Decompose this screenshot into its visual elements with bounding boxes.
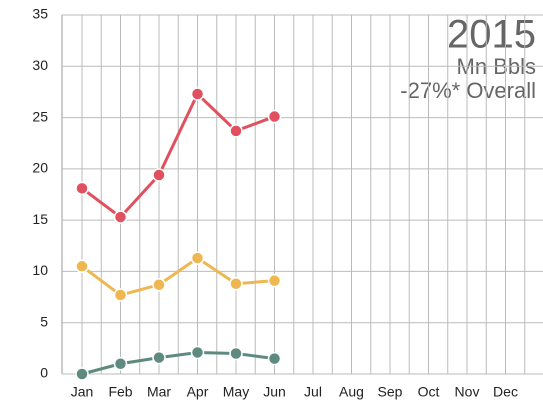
data-point xyxy=(267,351,282,366)
x-tick-label: Jul xyxy=(304,384,322,400)
data-point xyxy=(190,251,205,265)
data-point xyxy=(267,109,282,124)
x-tick-label: Oct xyxy=(418,384,440,400)
data-point xyxy=(190,345,205,360)
y-tick-label: 35 xyxy=(32,6,48,22)
annotation-change: -27%* Overall xyxy=(400,78,536,103)
y-tick-label: 25 xyxy=(32,108,48,124)
x-tick-label: Sep xyxy=(378,384,403,400)
series-line xyxy=(81,91,276,220)
data-point xyxy=(113,356,128,371)
data-point xyxy=(190,87,205,101)
x-tick-label: Jan xyxy=(71,384,94,400)
y-tick-label: 15 xyxy=(32,211,48,227)
y-tick-label: 10 xyxy=(32,262,48,278)
y-tick-label: 0 xyxy=(40,365,48,381)
data-point xyxy=(229,346,243,361)
x-tick-label: Mar xyxy=(147,384,171,400)
x-tick-label: Nov xyxy=(455,384,480,400)
x-tick-label: Dec xyxy=(493,384,518,400)
x-tick-label: Feb xyxy=(108,384,132,400)
data-point xyxy=(113,210,128,224)
annotation-year: 2015 xyxy=(447,13,536,57)
data-point xyxy=(229,276,243,291)
data-point xyxy=(75,259,89,274)
data-point xyxy=(152,168,166,182)
data-point xyxy=(152,278,166,292)
data-point xyxy=(75,181,89,196)
y-tick-label: 20 xyxy=(32,160,48,176)
data-point xyxy=(75,367,89,381)
x-tick-label: May xyxy=(223,384,249,400)
y-tick-label: 30 xyxy=(32,57,48,73)
x-tick-label: Jun xyxy=(263,384,286,400)
data-point xyxy=(267,273,282,288)
y-tick-label: 5 xyxy=(40,313,48,329)
x-tick-label: Apr xyxy=(187,384,209,400)
data-point xyxy=(113,288,128,302)
x-tick-label: Aug xyxy=(339,384,364,400)
data-point xyxy=(229,124,243,138)
data-point xyxy=(152,350,166,365)
